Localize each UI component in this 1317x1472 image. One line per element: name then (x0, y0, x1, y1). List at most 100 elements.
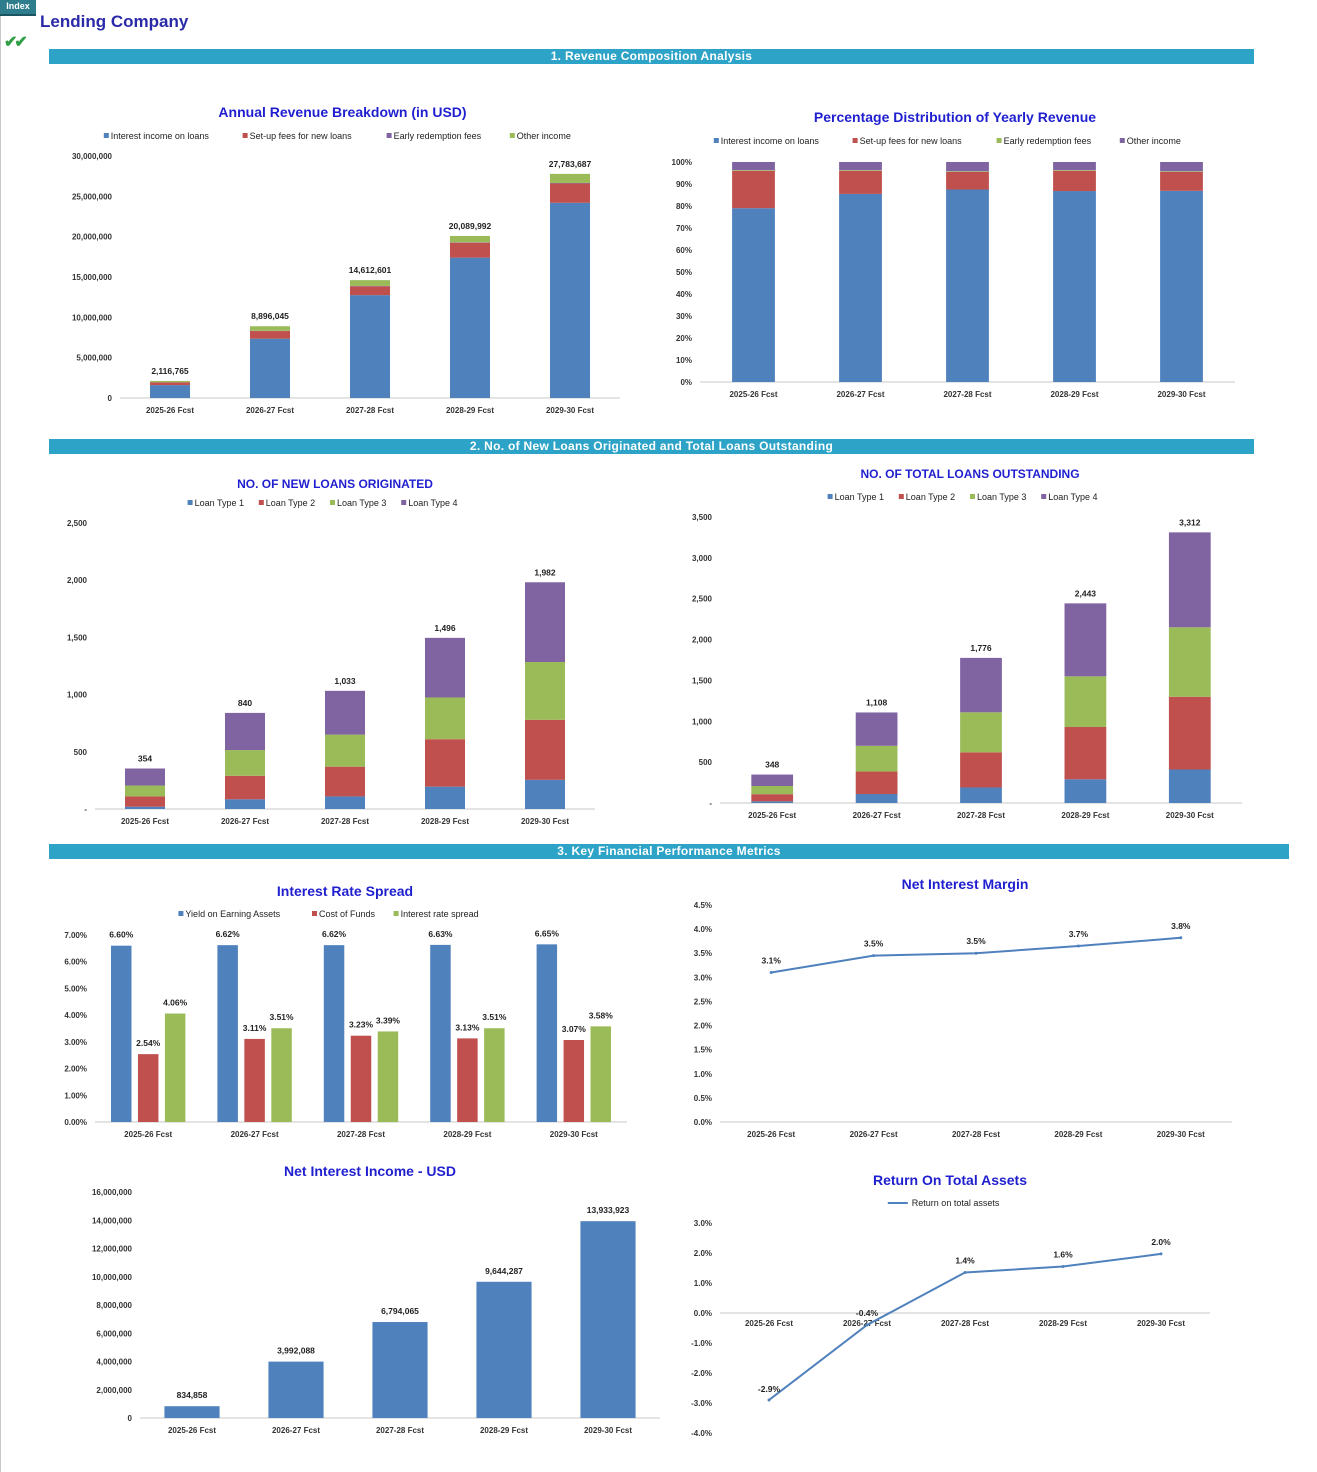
y-tick-label: 60% (676, 246, 692, 255)
bar-segment (1168, 696, 1211, 770)
bar (372, 1322, 428, 1418)
y-tick-label: 3.0% (694, 1219, 712, 1228)
data-point (1061, 1265, 1065, 1268)
legend-label: Cost of Funds (319, 909, 376, 919)
interest-rate-spread-chart: Interest Rate Spread 0.00% 1.00% 2.00% 3.00%… (50, 878, 640, 1143)
legend-swatch (1041, 494, 1047, 499)
y-tick-label: 80% (676, 202, 692, 211)
bar-segment (125, 806, 165, 809)
index-tab[interactable]: Index (0, 0, 36, 16)
y-tick-label: 3,500 (692, 513, 713, 522)
bar (111, 945, 132, 1122)
bar (430, 944, 451, 1122)
legend-swatch (713, 138, 719, 143)
x-tick-label: 2025-26 Fcst (747, 1130, 795, 1139)
x-tick-label: 2029-30 Fcst (1157, 1130, 1205, 1139)
data-label: 9,644,287 (485, 1266, 523, 1276)
y-tick-label: 0.0% (694, 1309, 712, 1318)
y-tick-label: - (709, 799, 712, 808)
x-tick-label: 2029-30 Fcst (546, 406, 594, 415)
legend-label: Loan Type 3 (337, 498, 386, 508)
bar (590, 1026, 611, 1122)
data-label: 13,933,923 (587, 1205, 630, 1215)
x-tick-label: 2026-27 Fcst (246, 406, 294, 415)
data-label: 3.51% (482, 1012, 507, 1022)
bar-segment (1160, 162, 1203, 172)
bar-segment (960, 752, 1002, 788)
bar-segment (855, 745, 898, 772)
bar-segment (855, 712, 898, 746)
y-tick-label: 1,500 (67, 633, 88, 642)
x-tick-label: 2027-28 Fcst (346, 406, 394, 415)
data-point (1159, 1252, 1163, 1256)
data-label: 1.4% (955, 1256, 975, 1266)
x-tick-label: 2028-29 Fcst (443, 1130, 491, 1139)
bar-segment (225, 775, 265, 800)
y-tick-label: 6.00% (64, 958, 87, 967)
legend-swatch (996, 138, 1002, 143)
bar-segment (450, 235, 490, 243)
data-label: 3,992,088 (277, 1346, 315, 1356)
total-label: 1,033 (334, 676, 356, 686)
section-header-metrics: 3. Key Financial Performance Metrics (49, 844, 1289, 859)
total-label: 20,089,992 (449, 221, 492, 231)
bar-segment (525, 779, 565, 809)
y-tick-label: 30,000,000 (72, 152, 113, 161)
bar-segment (150, 380, 190, 383)
y-tick-label: 2.0% (694, 1249, 712, 1258)
bar-segment (525, 661, 565, 720)
data-label: 4.06% (163, 998, 188, 1008)
chart-title: Net Interest Income - USD (284, 1163, 456, 1179)
bar-segment (946, 171, 989, 190)
bar-segment (525, 719, 565, 780)
bar-segment (550, 183, 590, 203)
bar-segment (732, 162, 775, 171)
bar-segment (839, 193, 882, 382)
x-tick-label: 2029-30 Fcst (584, 1426, 632, 1435)
chart-title: Interest Rate Spread (277, 883, 413, 899)
y-tick-label: 1,000 (67, 691, 88, 700)
bar-segment (839, 170, 882, 194)
y-tick-label: 20% (676, 334, 692, 343)
page-title: Lending Company (40, 12, 189, 31)
bar-segment (960, 787, 1002, 803)
bar-segment (425, 786, 465, 809)
legend-label: Set-up fees for new loans (860, 136, 963, 146)
x-tick-label: 2025-26 Fcst (168, 1426, 216, 1435)
bar-segment (946, 171, 989, 172)
bar-segment (1160, 190, 1203, 382)
legend-label: Loan Type 1 (835, 492, 884, 502)
legend-swatch (258, 500, 264, 505)
y-tick-label: 0.00% (64, 1118, 87, 1127)
y-tick-label: 10,000,000 (92, 1273, 133, 1282)
x-tick-label: 2029-30 Fcst (550, 1130, 598, 1139)
y-tick-label: 0 (108, 394, 113, 403)
data-point (963, 1271, 967, 1274)
legend-swatch (852, 138, 858, 143)
data-label: -2.9% (758, 1384, 781, 1394)
bar-segment (125, 785, 165, 797)
total-label: 1,982 (534, 567, 556, 577)
y-tick-label: 2.5% (694, 997, 712, 1006)
y-tick-label: 1,500 (692, 676, 713, 685)
bar (580, 1221, 636, 1418)
legend-label: Set-up fees for new loans (250, 131, 353, 141)
y-tick-label: 1.0% (694, 1070, 712, 1079)
legend-swatch (970, 494, 975, 499)
bar (350, 1035, 372, 1122)
total-label: 2,116,765 (151, 366, 189, 376)
legend-swatch (393, 911, 399, 916)
legend-swatch (187, 500, 193, 505)
x-tick-label: 2028-29 Fcst (1050, 390, 1098, 399)
total-label: 348 (765, 760, 779, 770)
bar-segment (525, 582, 565, 662)
bar-segment (150, 382, 190, 386)
y-tick-label: 2,000,000 (96, 1386, 132, 1395)
y-tick-label: -4.0% (691, 1429, 712, 1438)
data-point (974, 951, 978, 955)
y-tick-label: 2.00% (64, 1065, 87, 1074)
y-tick-label: 4,000,000 (96, 1358, 132, 1367)
chart-title: Net Interest Margin (902, 876, 1029, 892)
data-label: -0.4% (856, 1308, 879, 1318)
bar-segment (839, 162, 882, 171)
